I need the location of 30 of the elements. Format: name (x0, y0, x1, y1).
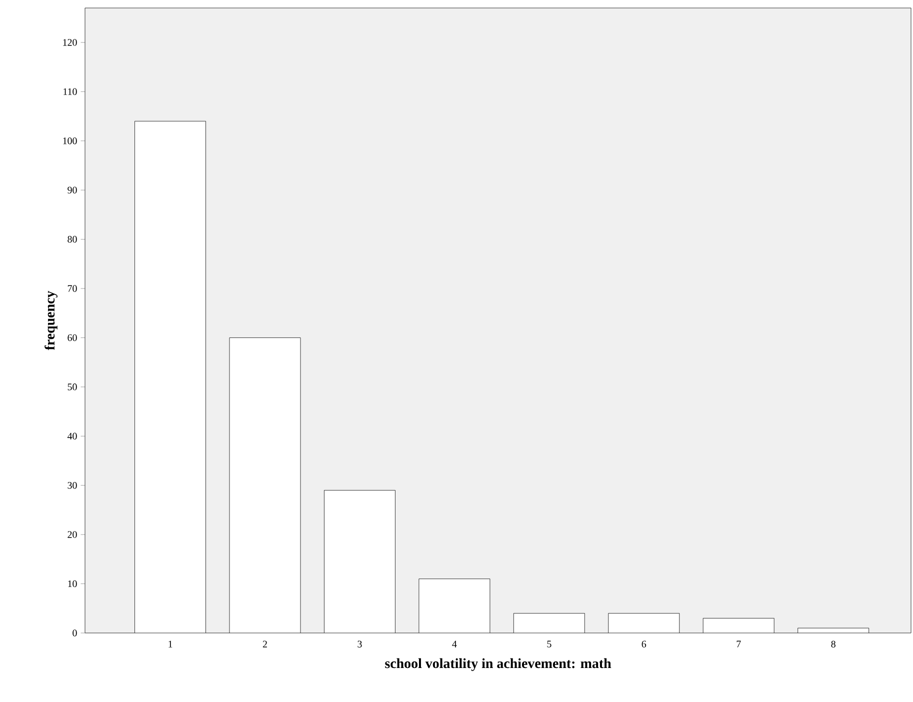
x-tick-label: 4 (452, 640, 457, 648)
x-tick-label: 2 (262, 640, 267, 648)
y-tick-label: 80 (68, 236, 77, 243)
y-tick-label: 70 (68, 285, 77, 292)
y-tick-label: 50 (68, 384, 77, 390)
x-tick-label: 6 (642, 640, 646, 648)
bar (229, 338, 300, 633)
x-tick-label: 5 (547, 640, 552, 648)
x-tick-label: 3 (358, 640, 362, 648)
bar (324, 490, 396, 633)
y-tick-label: 30 (68, 482, 77, 489)
y-tick-label: 110 (64, 88, 77, 95)
x-tick-label: 7 (736, 640, 741, 648)
x-axis-title: school volatility in achievement: math (385, 658, 612, 672)
y-tick-label: 20 (68, 531, 77, 538)
bar (134, 121, 206, 633)
y-tick-label: 90 (68, 186, 77, 194)
x-tick-label: 1 (168, 640, 172, 648)
bar (608, 613, 680, 633)
x-tick-label: 8 (831, 640, 836, 648)
y-tick-label: 10 (68, 580, 77, 588)
y-tick-label: 120 (63, 39, 77, 46)
bar (418, 578, 490, 633)
y-tick-label: 60 (68, 334, 77, 342)
bar (514, 613, 585, 633)
y-tick-label: 40 (67, 432, 77, 440)
y-tick-label: 0 (72, 630, 77, 636)
y-axis-title: frequency (44, 290, 58, 350)
bar (703, 618, 774, 633)
y-tick-label: 100 (63, 137, 77, 144)
